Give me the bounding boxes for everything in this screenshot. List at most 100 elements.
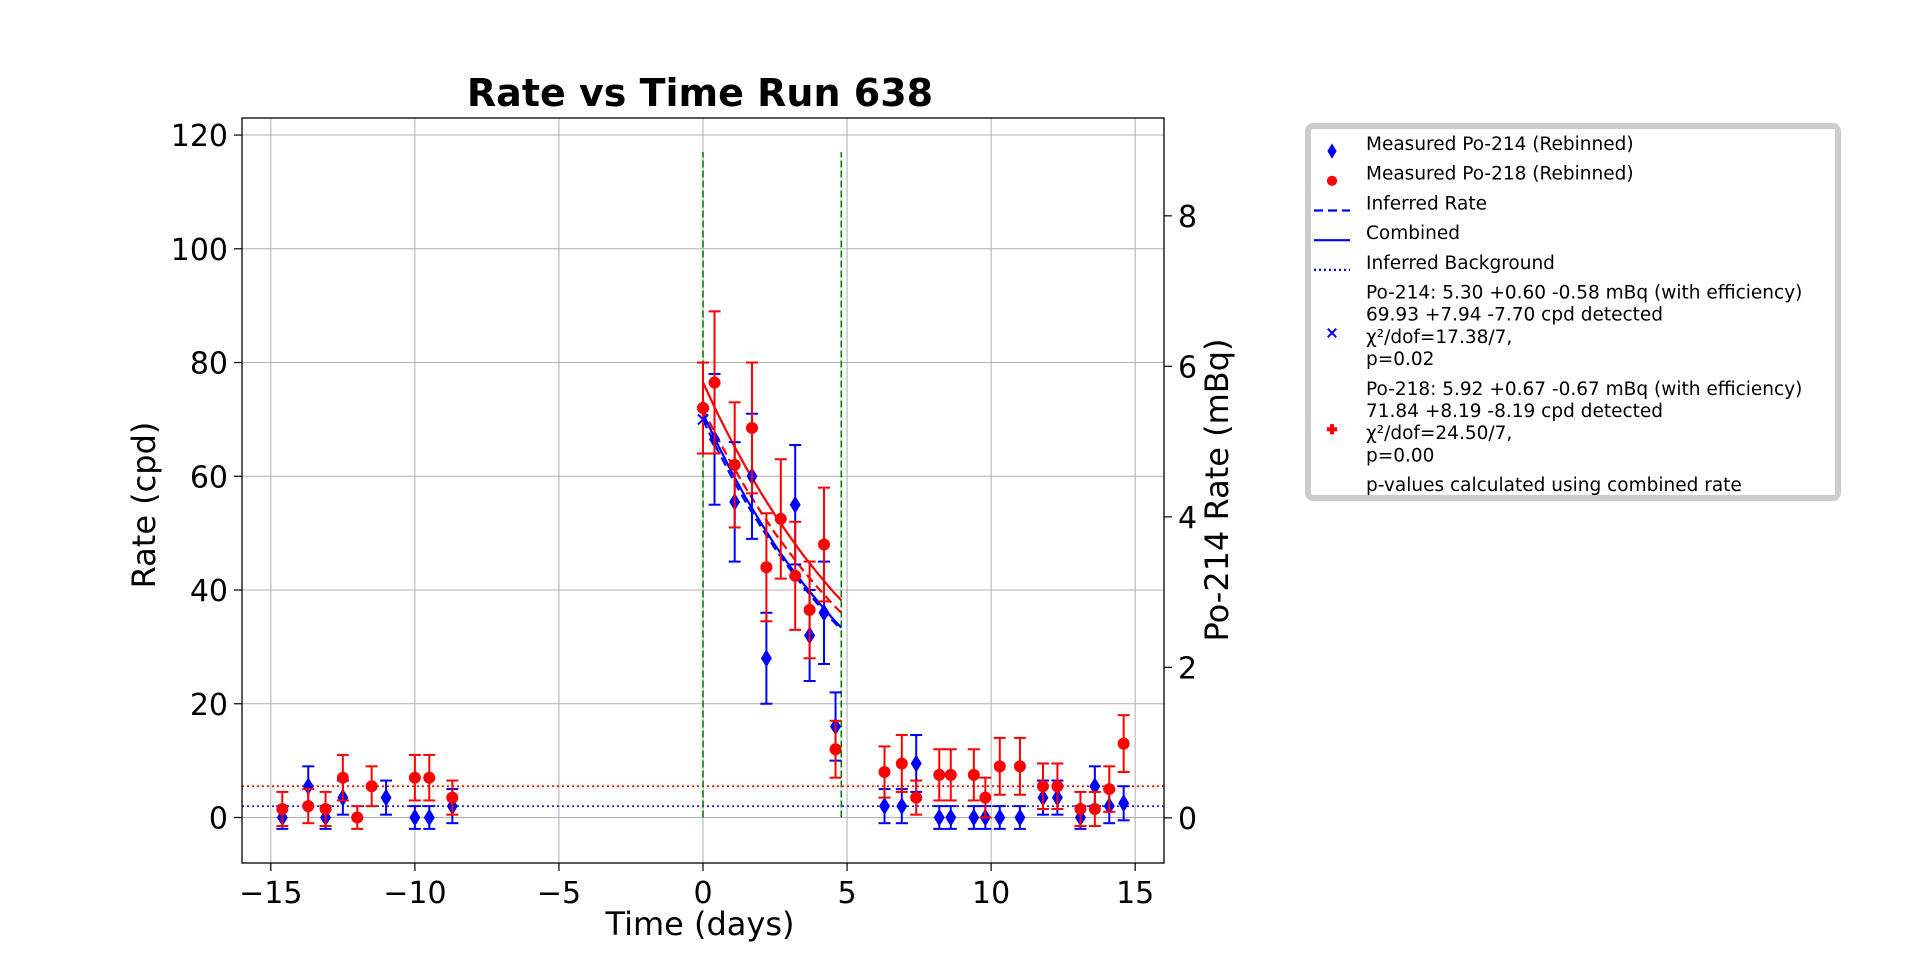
data-point-po218: [351, 811, 364, 824]
legend-text: p-values calculated using combined rate: [1366, 475, 1742, 496]
legend-marker-plus: [1326, 424, 1338, 435]
data-point-po214: [818, 603, 830, 622]
data-point-po218: [979, 791, 992, 804]
data-point-po218: [302, 800, 315, 813]
x-tick-label: 5: [838, 876, 857, 911]
y-tick-label: 0: [209, 802, 228, 837]
data-point-po218: [1117, 737, 1130, 750]
y-tick-label: 40: [190, 574, 228, 609]
legend: Measured Po-214 (Rebinned) Measured Po-21…: [1305, 123, 1841, 501]
data-point-po214: [933, 808, 945, 827]
y-axis-label: Rate (cpd): [125, 422, 163, 589]
legend-text: Inferred Background: [1366, 253, 1555, 274]
data-point-po218: [708, 376, 721, 389]
fit-curve-po-218-dashed: [702, 408, 843, 614]
data-point-po214: [380, 788, 392, 807]
data-point-po218: [818, 538, 831, 551]
data-point-po218: [910, 791, 923, 804]
data-point-po214: [994, 808, 1006, 827]
x-tick-label: 10: [972, 876, 1010, 911]
axes-frame: [241, 117, 1165, 864]
y2-tick-label: 0: [1178, 802, 1197, 837]
data-point-po218: [1074, 802, 1087, 815]
y-tick-label: 120: [171, 119, 228, 154]
data-point-po214: [1089, 777, 1101, 796]
data-point-po218: [446, 791, 459, 804]
data-point-po218: [1088, 802, 1101, 815]
legend-text: 71.84 +8.19 -8.19 cpd detected: [1366, 401, 1663, 422]
data-point-po218: [967, 768, 980, 781]
legend-text: p=0.02: [1366, 349, 1434, 370]
data-point-po214: [423, 808, 435, 827]
data-point-po218: [745, 421, 758, 434]
data-point-po218: [944, 768, 957, 781]
x-axis-label: Time (days): [605, 905, 795, 943]
y2-tick-label: 2: [1178, 651, 1197, 686]
data-point-po218: [1103, 783, 1116, 796]
data-point-po218: [1013, 760, 1026, 773]
fit-marker-po-214: [697, 413, 709, 426]
legend-marker-circle: [1326, 175, 1338, 186]
data-point-po214: [879, 797, 891, 816]
data-point-po218: [408, 771, 421, 784]
data-point-po218: [760, 561, 773, 574]
data-point-po218: [789, 569, 802, 582]
data-point-po218: [895, 757, 908, 770]
y2-axis-label: Po-214 Rate (mBq): [1198, 338, 1236, 641]
data-point-po214: [945, 808, 957, 827]
data-point-po218: [993, 760, 1006, 773]
data-point-po214: [910, 754, 922, 773]
legend-text: Measured Po-218 (Rebinned): [1366, 164, 1634, 185]
data-point-po214: [968, 808, 980, 827]
x-tick-label: 0: [693, 876, 712, 911]
legend-text: Measured Po-214 (Rebinned): [1366, 134, 1634, 155]
data-point-po218: [276, 802, 289, 815]
data-point-po214: [789, 495, 801, 514]
legend-text: χ²/dof=17.38/7,: [1366, 327, 1512, 348]
legend-marker-x: [1327, 327, 1337, 338]
legend-text: p=0.00: [1366, 445, 1434, 466]
y2-tick-label: 6: [1178, 350, 1197, 385]
x-tick-label: −5: [537, 876, 581, 911]
y2-tick-label: 4: [1178, 501, 1197, 536]
y-tick-label: 100: [171, 233, 228, 268]
legend-marker-diamond: [1327, 143, 1337, 159]
x-tick-label: −15: [239, 876, 302, 911]
data-point-po218: [803, 603, 816, 616]
legend-text: 69.93 +7.94 -7.70 cpd detected: [1366, 305, 1663, 326]
y2-tick-label: 8: [1178, 200, 1197, 235]
fit-marker-po-218: [697, 402, 709, 415]
data-point-po218: [365, 780, 378, 793]
data-point-po218: [423, 771, 436, 784]
legend-box: [1305, 123, 1841, 501]
x-tick-label: 15: [1116, 876, 1154, 911]
y-tick-label: 20: [190, 688, 228, 723]
y-tick-label: 60: [190, 460, 228, 495]
y-tick-label: 80: [190, 347, 228, 382]
data-point-po218: [728, 458, 741, 471]
data-point-po218: [829, 743, 842, 756]
legend-text: Inferred Rate: [1366, 193, 1487, 214]
data-point-po218: [774, 512, 787, 525]
data-point-po214: [760, 649, 772, 668]
data-point-po218: [878, 766, 891, 779]
chart-title: Rate vs Time Run 638: [467, 71, 933, 115]
data-point-po218: [1036, 780, 1049, 793]
data-point-po214: [1014, 808, 1026, 827]
legend-text: Po-214: 5.30 +0.60 -0.58 mBq (with effic…: [1366, 283, 1802, 304]
legend-text: χ²/dof=24.50/7,: [1366, 423, 1512, 444]
plot-content: [242, 152, 1164, 830]
data-point-po218: [319, 802, 332, 815]
legend-text: Combined: [1366, 223, 1460, 244]
data-point-po218: [933, 768, 946, 781]
data-point-po214: [1118, 794, 1130, 813]
plot-area: −15 −10 −5 0 5 10 15 0 20 40 60 80 100 120 0 2 4 6 8: [171, 117, 1197, 911]
legend-text: Po-218: 5.92 +0.67 -0.67 mBq (with effic…: [1366, 379, 1802, 400]
x-tick-label: −10: [383, 876, 446, 911]
data-point-po214: [896, 797, 908, 816]
data-point-po218: [336, 771, 349, 784]
data-point-po214: [302, 777, 314, 796]
data-point-po218: [1051, 780, 1064, 793]
data-point-po214: [409, 808, 421, 827]
